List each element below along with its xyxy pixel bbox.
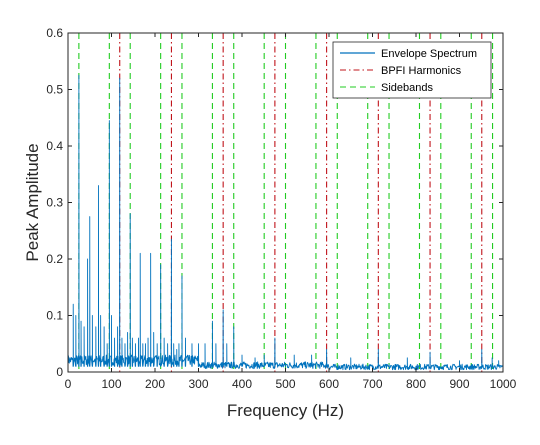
x-tick-label: 200: [145, 377, 165, 391]
x-tick-label: 100: [101, 377, 121, 391]
x-tick-label: 400: [232, 377, 252, 391]
legend-label-harmonics: BPFI Harmonics: [381, 65, 462, 77]
envelope-spectrum-line: [68, 74, 503, 371]
y-tick-label: 0: [56, 365, 63, 379]
x-tick-label: 300: [188, 377, 208, 391]
x-tick-label: 0: [65, 377, 72, 391]
y-tick-label: 0.5: [46, 83, 63, 97]
spectrum-series: [68, 74, 503, 371]
y-tick-label: 0.2: [46, 252, 63, 266]
y-tick-label: 0.3: [46, 196, 63, 210]
y-tick-label: 0.4: [46, 139, 63, 153]
legend: Envelope Spectrum BPFI Harmonics Sideban…: [332, 41, 492, 99]
y-tick-label: 0.6: [46, 26, 63, 40]
x-axis-ticks: 0 100 200 300 400 500 600 700 800 900 1000: [65, 33, 517, 391]
legend-label-spectrum: Envelope Spectrum: [381, 48, 477, 60]
y-axis-ticks: 0 0.1 0.2 0.3 0.4 0.5 0.6: [46, 26, 503, 379]
legend-label-sidebands: Sidebands: [381, 82, 433, 94]
x-tick-label: 900: [449, 377, 469, 391]
x-tick-label: 500: [275, 377, 295, 391]
x-tick-label: 1000: [490, 377, 517, 391]
x-axis-label: Frequency (Hz): [227, 401, 344, 420]
x-tick-label: 700: [362, 377, 382, 391]
y-tick-label: 0.1: [46, 309, 63, 323]
y-axis-label: Peak Amplitude: [23, 143, 42, 261]
x-tick-label: 800: [406, 377, 426, 391]
x-tick-label: 600: [319, 377, 339, 391]
